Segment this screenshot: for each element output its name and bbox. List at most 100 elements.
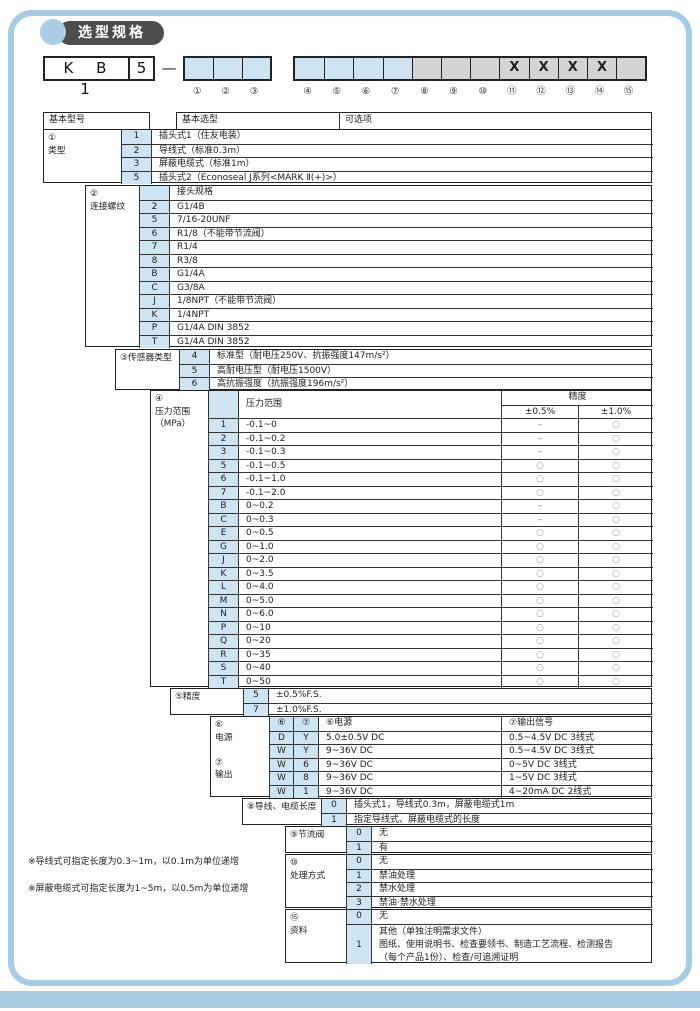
code-cell: 5	[243, 689, 268, 703]
code-cell: 0	[346, 910, 371, 924]
code-cell: 2	[139, 199, 169, 213]
accuracy-mark: ○	[578, 553, 653, 567]
desc-cell: -0.1~0.2	[238, 431, 501, 445]
accuracy-mark: –	[501, 445, 578, 459]
model-code-suffix: 5	[128, 58, 153, 79]
digit-position-label: ⑬	[565, 86, 576, 97]
footnote-lead-wire: ※导线式可指定长度为0.3~1m，以0.1m为单位递增	[28, 857, 239, 867]
desc-cell: -0.1~0.5	[238, 458, 501, 472]
accuracy-mark: ○	[501, 472, 578, 486]
desc-cell: 禁油处理	[371, 868, 653, 882]
accuracy-mark: ○	[578, 499, 653, 513]
accuracy-mark: ○	[578, 485, 653, 499]
desc-cell: 1~5V DC 3线式	[501, 771, 653, 785]
desc-cell: -0.1~0.3	[238, 445, 501, 459]
accuracy-header: 精度	[501, 391, 653, 405]
desc-cell: 屏蔽电缆式（标准1m）	[151, 157, 653, 171]
accuracy-mark: ○	[501, 485, 578, 499]
desc-cell: 无	[371, 910, 653, 924]
desc-cell: 无	[371, 855, 653, 869]
code-cell: 0	[321, 799, 346, 813]
header-basic-model: 基本型号	[43, 112, 150, 130]
accuracy-mark: –	[501, 499, 578, 513]
section-label: ④ 压力范围 （MPa）	[155, 394, 191, 429]
accuracy-mark: ○	[501, 539, 578, 553]
code-cell: Q	[208, 634, 238, 648]
desc-cell: G1/4A DIN 3852	[169, 321, 653, 335]
section-accuracy: ⑤精度 5 ±0.5%F.S. 7 ±1.0%F.S.	[170, 688, 653, 716]
section-cable-length: ⑧导线、电缆长度 0 插头式1，导线式0.3m，屏蔽电缆式1m 1 指定导线式、屏蔽电缆…	[242, 798, 653, 826]
accuracy-mark: ○	[578, 593, 653, 607]
desc-cell: 禁水处理	[371, 882, 653, 896]
model-digit-cell	[440, 58, 471, 79]
desc-cell: -0.1~0	[238, 418, 501, 432]
code-cell: B	[208, 499, 238, 513]
desc-cell: 插头式1（住友电装）	[151, 130, 653, 144]
desc-cell: 标准型（耐电压250V、抗振强度147m/s²）	[209, 350, 653, 364]
digit-position-label: ⑧	[420, 86, 429, 97]
section-label: ⑩ 处理方式	[290, 858, 326, 881]
accuracy-mark: ○	[578, 634, 653, 648]
accuracy-mark: ○	[578, 607, 653, 621]
code-cell: W	[269, 744, 293, 758]
digit-position-label: ⑩	[478, 86, 487, 97]
accuracy-mark: ○	[578, 472, 653, 486]
model-digit-cell	[324, 58, 354, 79]
desc-cell: R1/4	[169, 240, 653, 254]
section-label: ① 类型	[48, 133, 66, 156]
code-cell: J	[208, 553, 238, 567]
desc-cell: 9~36V DC	[318, 771, 501, 785]
desc-cell: 0.5~4.5V DC 3线式	[501, 744, 653, 758]
desc-cell: 插头式1，导线式0.3m，屏蔽电缆式1m	[346, 799, 653, 813]
code-cell: 6	[179, 377, 209, 391]
accuracy-mark: –	[501, 431, 578, 445]
code-cell: Y	[293, 730, 318, 744]
desc-cell: 0~35	[238, 647, 501, 661]
desc-cell: G1/4B	[169, 199, 653, 213]
model-digit-cell: X	[499, 58, 529, 79]
desc-cell: 0~4.0	[238, 580, 501, 594]
code-cell: 1	[208, 418, 238, 432]
section-label: ③传感器类型	[120, 353, 172, 363]
footer-band	[0, 991, 700, 1008]
accuracy-mark: ○	[578, 647, 653, 661]
header-optional-label: 可选项	[339, 113, 653, 129]
desc-cell: ±0.5%F.S.	[268, 689, 653, 703]
desc-cell: 0~5.0	[238, 593, 501, 607]
section-thread: ② 连接螺纹 接头规格 2 G1/4B 5 7/16-20UNF 6 R1/8（不能带节流阀）…	[85, 185, 653, 348]
page-frame	[8, 10, 692, 986]
desc-cell: 0~40	[238, 661, 501, 675]
accuracy-mark: ○	[578, 620, 653, 634]
desc-cell: 高耐电压型（耐电压1500V）	[209, 363, 653, 377]
digit-position-label: ⑨	[449, 86, 458, 97]
code-cell: 0	[346, 827, 371, 841]
section-label: ⑮ 资料	[290, 913, 308, 936]
desc-cell: R1/8（不能带节流阀）	[169, 226, 653, 240]
code-cell: 2	[346, 882, 371, 896]
model-digit-cell	[185, 58, 214, 79]
desc-cell: -0.1~1.0	[238, 472, 501, 486]
digit-position-label: ④	[303, 86, 312, 97]
section-label: ② 连接螺纹	[90, 189, 126, 212]
title-bullet-icon	[40, 19, 66, 45]
desc-cell: 高抗振强度（抗振强度196m/s²）	[209, 377, 653, 391]
code-cell: 5	[179, 363, 209, 377]
accuracy-mark: ○	[501, 458, 578, 472]
desc-cell: 插头式2（Econoseal J系列<MARK Ⅱ(+)>）	[151, 170, 653, 184]
model-digit-cell	[295, 58, 325, 79]
accuracy-mark: ○	[578, 539, 653, 553]
section-label: ⑧导线、电缆长度	[247, 802, 317, 812]
code-cell: K	[139, 307, 169, 321]
desc-cell: 0~0.3	[238, 512, 501, 526]
code-cell: 6	[293, 757, 318, 771]
desc-cell: 0~0.5	[238, 526, 501, 540]
accuracy-mark: ○	[578, 458, 653, 472]
digit-position-label: ⑦	[390, 86, 400, 97]
section-treatment: ⑩ 处理方式 0 无 1 禁油处理 2 禁水处理 3 禁油·禁水处理	[285, 854, 653, 909]
code-cell	[139, 186, 169, 200]
accuracy-mark: ○	[501, 526, 578, 540]
model-digit-cell	[470, 58, 500, 79]
accuracy-mark: ○	[578, 431, 653, 445]
